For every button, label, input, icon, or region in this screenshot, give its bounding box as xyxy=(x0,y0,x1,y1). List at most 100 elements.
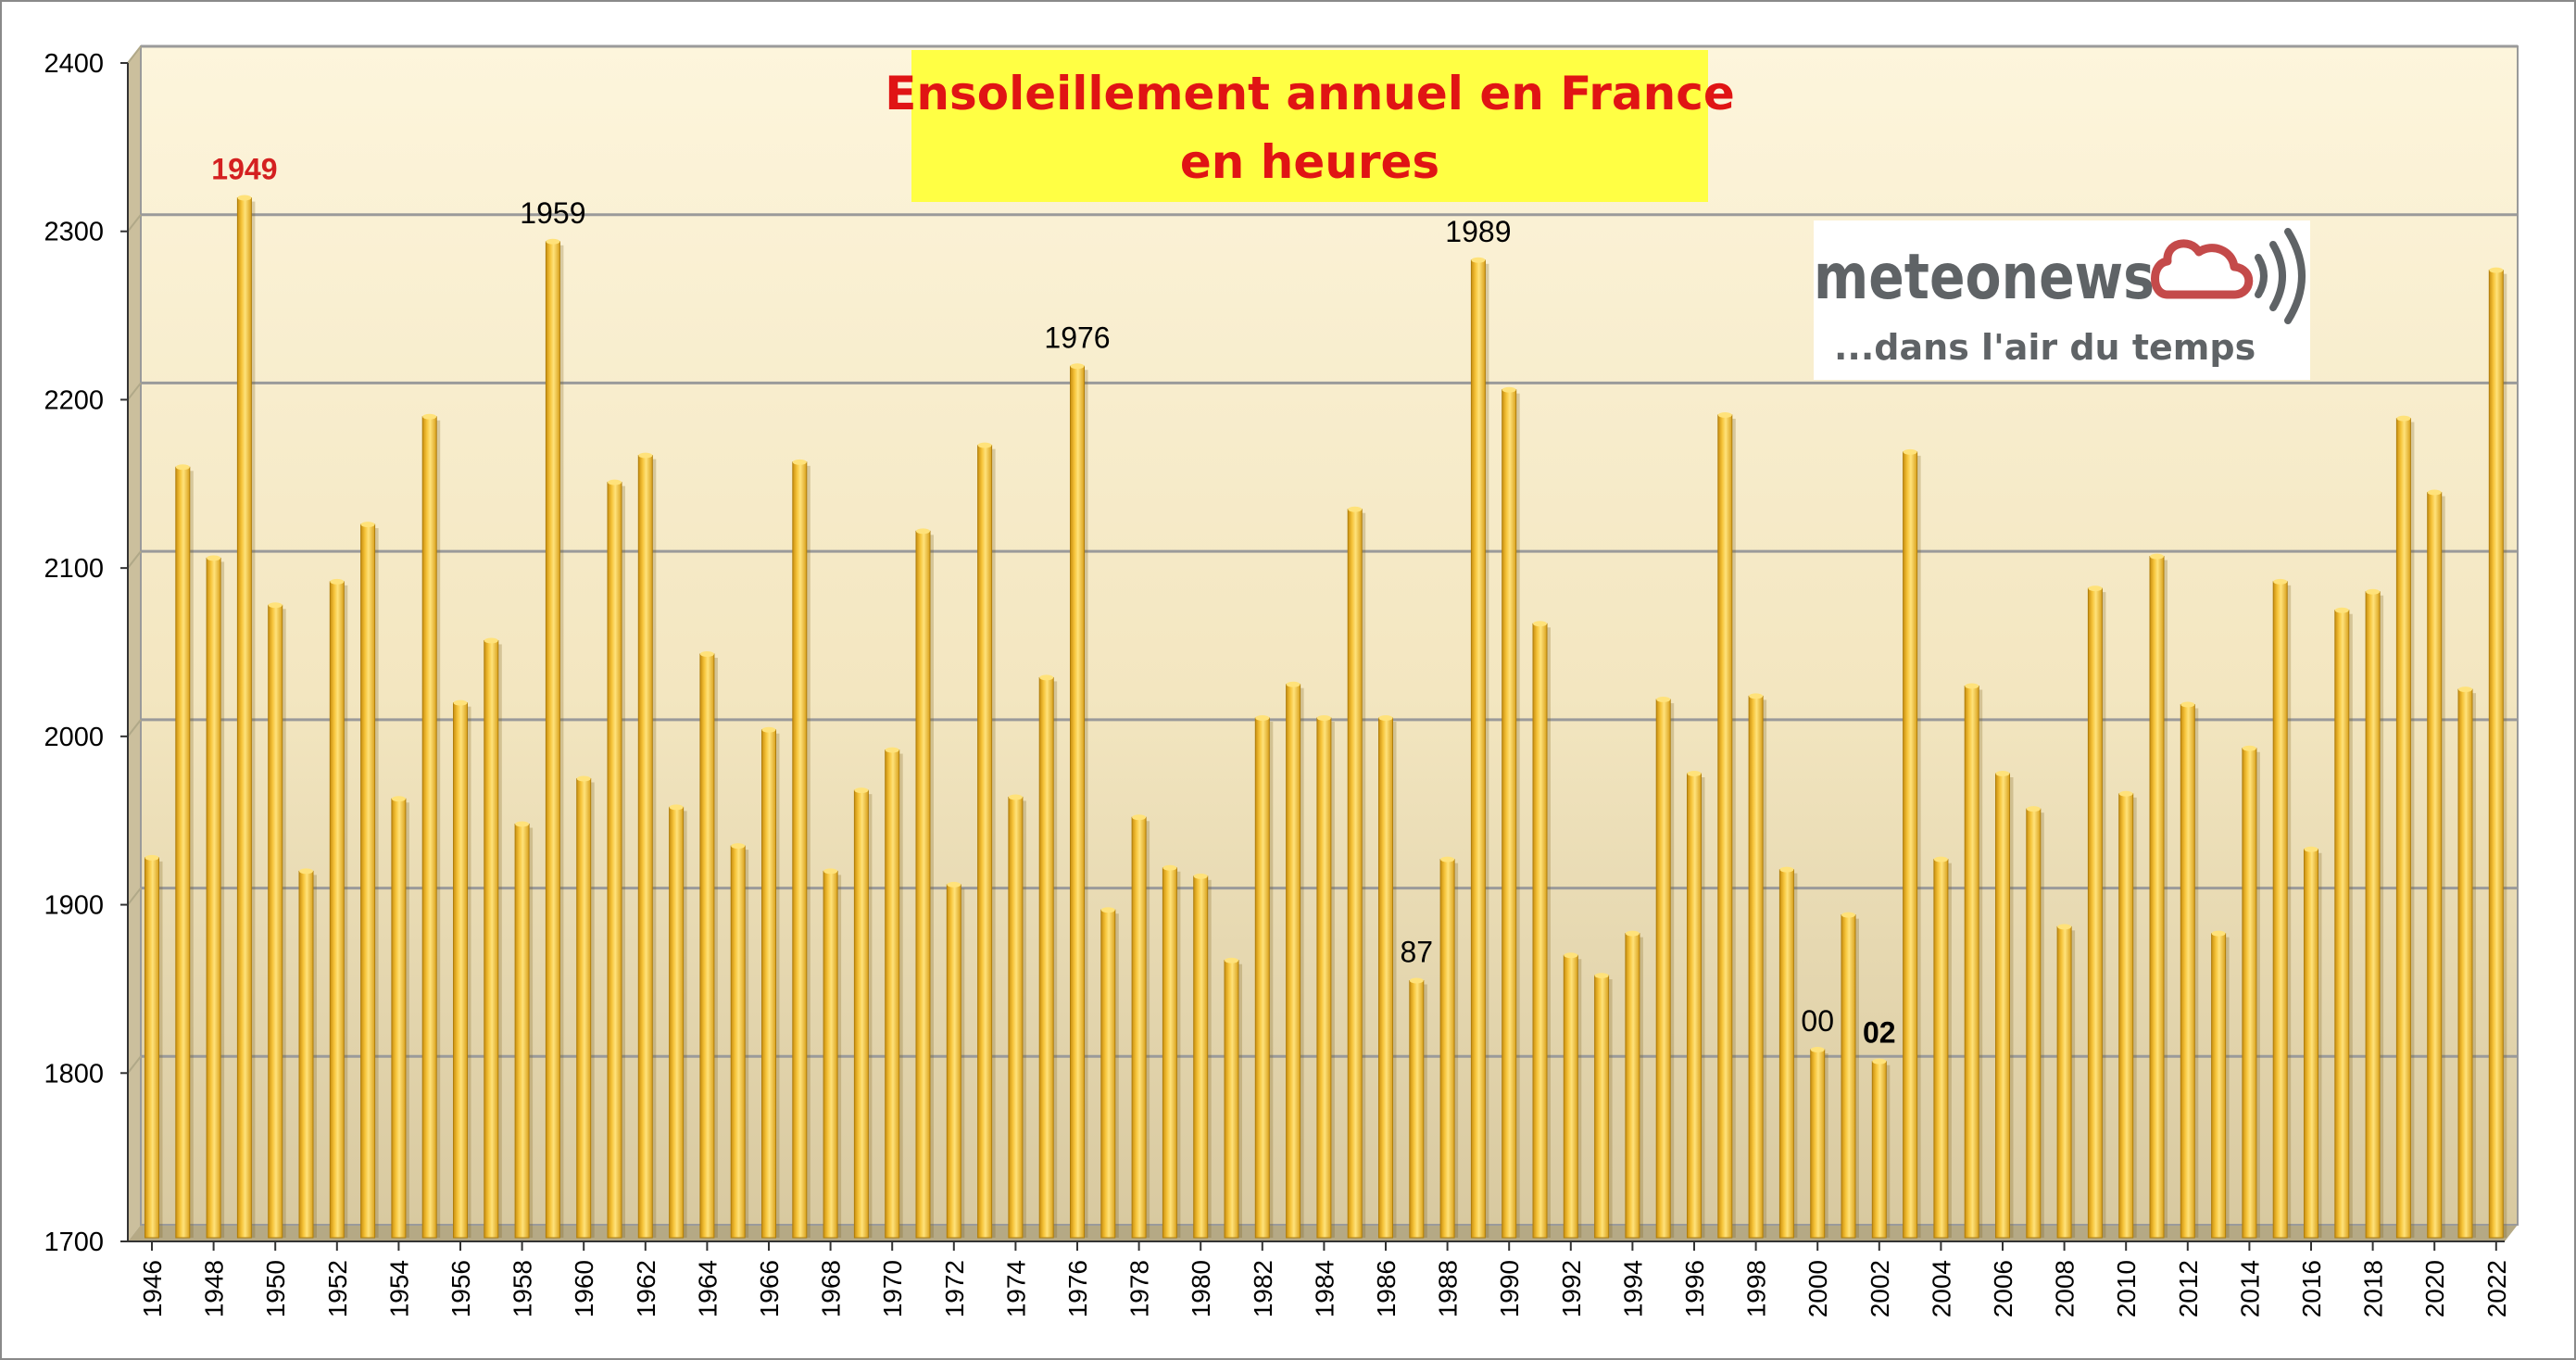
bar-body xyxy=(915,530,931,1239)
bar-2009 xyxy=(2087,586,2106,1239)
bar-body xyxy=(1841,914,1856,1239)
gridline-wall xyxy=(127,382,142,401)
annotation-1949: 1949 xyxy=(211,153,277,186)
bar-cap xyxy=(484,637,498,644)
bar-cap xyxy=(1039,674,1054,681)
bar-cap xyxy=(761,726,776,733)
bar-body xyxy=(946,884,961,1239)
bar-1985 xyxy=(1347,506,1366,1239)
bar-1983 xyxy=(1286,681,1304,1239)
bar-2022 xyxy=(2488,267,2507,1239)
bar-2006 xyxy=(1995,771,2014,1239)
bar-cap xyxy=(1533,621,1547,627)
bar-body xyxy=(2427,492,2443,1239)
bar-body xyxy=(1409,980,1425,1239)
bar-cap xyxy=(2118,790,2133,797)
bar-1998 xyxy=(1748,693,1767,1239)
bar-body xyxy=(2026,808,2042,1239)
bar-1999 xyxy=(1778,866,1798,1239)
bar-2011 xyxy=(2149,553,2168,1239)
bar-1982 xyxy=(1254,715,1274,1239)
bar-cap xyxy=(2304,846,2318,852)
annotation-02: 02 xyxy=(1863,1016,1896,1050)
bar-1995 xyxy=(1655,697,1675,1239)
bar-cap xyxy=(947,881,961,888)
bar-2017 xyxy=(2334,607,2353,1239)
bar-cap xyxy=(1193,873,1208,879)
x-tick-label: 1986 xyxy=(1372,1260,1401,1317)
bar-body xyxy=(2365,591,2381,1239)
bar-cap xyxy=(1717,411,1732,418)
title-box: Ensoleillement annuel en France en heure… xyxy=(885,50,1735,202)
bar-1977 xyxy=(1100,907,1119,1239)
bar-body xyxy=(669,806,685,1239)
bar-1948 xyxy=(206,555,225,1239)
bar-1976 xyxy=(1070,363,1088,1239)
x-tick-label: 2008 xyxy=(2051,1260,2080,1317)
bar-body xyxy=(1964,686,1979,1239)
x-tick-label: 2022 xyxy=(2482,1260,2511,1317)
bar-cap xyxy=(1995,771,2010,777)
x-tick-label: 1952 xyxy=(323,1260,352,1317)
bar-cap xyxy=(1625,930,1640,937)
gridline-wall xyxy=(127,550,142,569)
bar-body xyxy=(2056,926,2072,1239)
x-tick-label: 2010 xyxy=(2112,1260,2141,1317)
bar-body xyxy=(421,416,437,1239)
bar-1978 xyxy=(1131,814,1150,1239)
bar-body xyxy=(853,789,869,1239)
bar-body xyxy=(730,845,746,1239)
bar-cap xyxy=(330,578,345,585)
bar-body xyxy=(2304,849,2318,1239)
bar-cap xyxy=(1378,715,1393,722)
bar-cap xyxy=(299,868,313,875)
x-tick-label: 2002 xyxy=(1866,1260,1894,1317)
bar-body xyxy=(761,729,776,1239)
x-tick-label: 1958 xyxy=(509,1260,537,1317)
x-tick-label: 1974 xyxy=(1001,1260,1030,1317)
y-tick-label: 2100 xyxy=(44,554,104,584)
bar-body xyxy=(576,777,592,1239)
bar-cap xyxy=(1286,681,1301,687)
bar-2021 xyxy=(2457,686,2476,1239)
bar-1951 xyxy=(298,868,317,1239)
bar-cap xyxy=(977,442,992,448)
bar-body xyxy=(206,557,221,1239)
x-tick-label: 1962 xyxy=(632,1260,660,1317)
bar-body xyxy=(637,455,653,1239)
bar-1981 xyxy=(1224,957,1242,1239)
bar-body xyxy=(145,857,159,1239)
plot-left-wall xyxy=(128,46,141,1241)
bar-1980 xyxy=(1193,873,1212,1239)
bar-cap xyxy=(1965,683,1979,689)
bar-cap xyxy=(1132,814,1147,821)
bar-body xyxy=(1995,773,2010,1239)
bar-2015 xyxy=(2272,578,2292,1239)
bar-body xyxy=(2211,933,2227,1239)
bar-2007 xyxy=(2026,806,2044,1239)
x-tick-label: 1984 xyxy=(1310,1260,1338,1317)
bar-cap xyxy=(1594,973,1609,979)
x-tick-label: 1996 xyxy=(1680,1260,1709,1317)
bar-1970 xyxy=(885,747,903,1239)
x-tick-label: 2020 xyxy=(2420,1260,2449,1317)
bar-body xyxy=(1347,509,1363,1239)
bar-2020 xyxy=(2427,489,2445,1239)
bar-body xyxy=(1162,867,1177,1239)
x-tick-label: 1956 xyxy=(446,1260,475,1317)
bar-body xyxy=(1655,699,1671,1239)
bar-body xyxy=(1933,859,1949,1239)
bar-cap xyxy=(1471,257,1486,263)
x-axis: 1946 1948 1950 1952 1954 1956 1958 1960 1962 1964… xyxy=(128,1240,2511,1317)
bar-cap xyxy=(2489,267,2504,273)
x-tick-label: 2006 xyxy=(1989,1260,2017,1317)
bar-1989 xyxy=(1470,257,1489,1239)
bar-cap xyxy=(453,699,468,706)
bar-1997 xyxy=(1717,411,1736,1239)
bar-body xyxy=(2457,688,2473,1239)
bar-body xyxy=(2149,556,2165,1239)
x-tick-label: 1946 xyxy=(138,1260,167,1317)
bar-cap xyxy=(1440,856,1455,863)
bar-cap xyxy=(207,555,221,561)
